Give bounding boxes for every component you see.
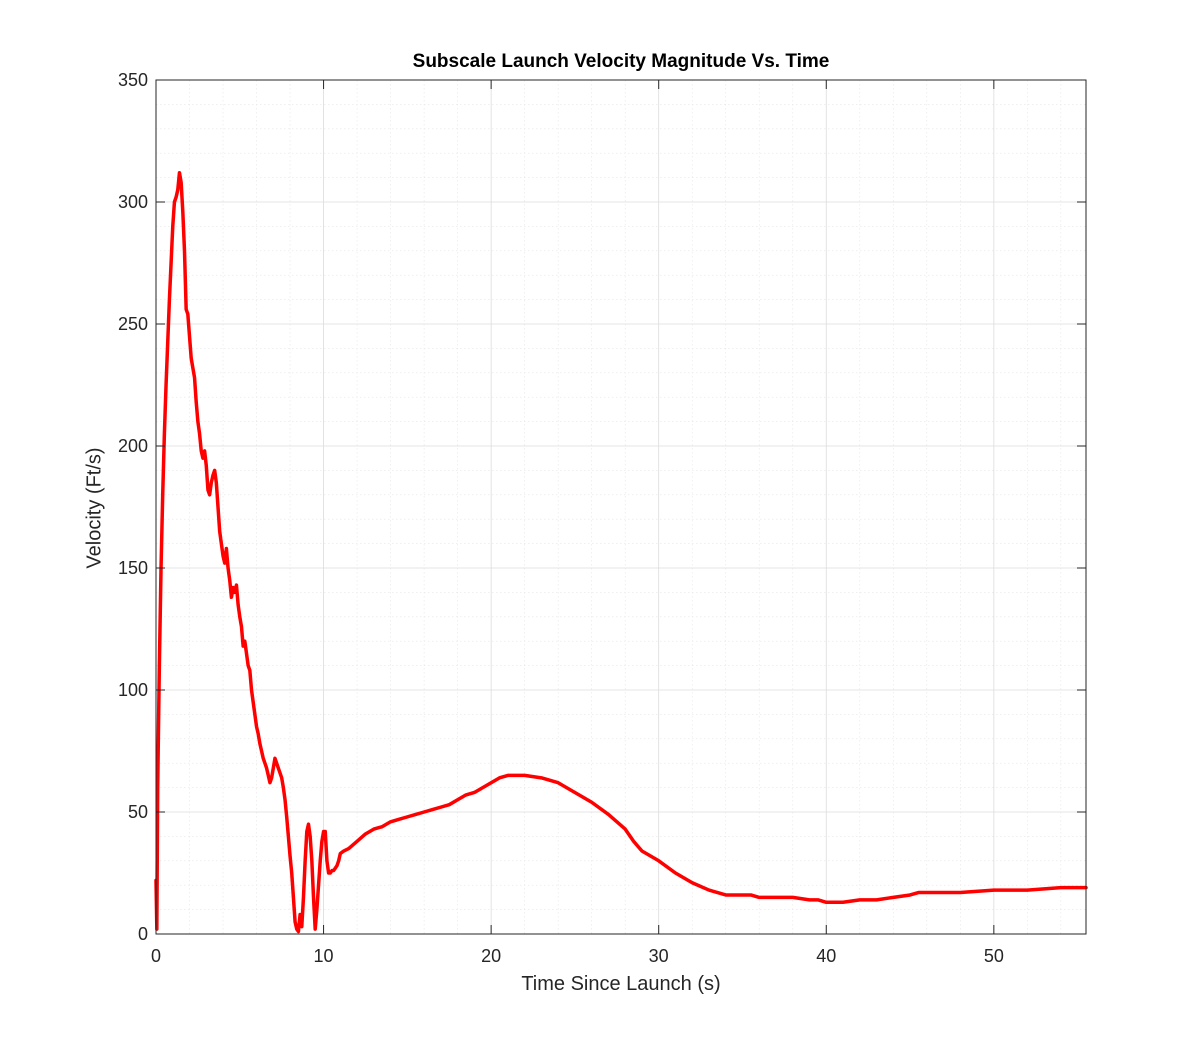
y-tick-label: 200 bbox=[118, 436, 148, 456]
tick-labels: 0 10 20 30 40 50 0 50 100 150 200 250 300 350 bbox=[118, 70, 1004, 966]
y-tick-label: 250 bbox=[118, 314, 148, 334]
x-tick-label: 20 bbox=[481, 946, 501, 966]
x-tick-label: 10 bbox=[314, 946, 334, 966]
axes-box bbox=[155, 79, 1087, 935]
grid bbox=[155, 79, 1086, 935]
x-tick-label: 0 bbox=[151, 946, 161, 966]
y-tick-label: 150 bbox=[118, 558, 148, 578]
chart-title: Subscale Launch Velocity Magnitude Vs. T… bbox=[412, 51, 830, 72]
series-line-1 bbox=[154, 170, 1088, 934]
series-layer bbox=[154, 170, 1088, 934]
plot-background bbox=[156, 80, 1086, 934]
y-tick-label: 0 bbox=[138, 924, 148, 944]
y-tick-label: 350 bbox=[118, 70, 148, 90]
x-tick-label: 50 bbox=[984, 946, 1004, 966]
x-tick-label: 30 bbox=[649, 946, 669, 966]
y-tick-label: 50 bbox=[128, 802, 148, 822]
y-axis-label: Velocity (Ft/s) bbox=[83, 447, 106, 569]
x-tick-label: 40 bbox=[816, 946, 836, 966]
y-tick-label: 100 bbox=[118, 680, 148, 700]
x-axis-label: Time Since Launch (s) bbox=[521, 973, 721, 995]
axes bbox=[155, 79, 1087, 935]
y-tick-label: 300 bbox=[118, 192, 148, 212]
